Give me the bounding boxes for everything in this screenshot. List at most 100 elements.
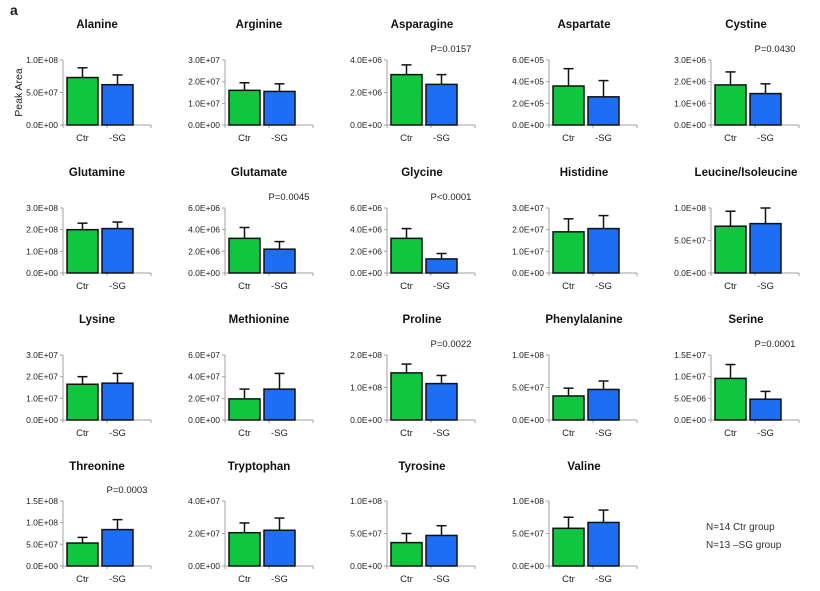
bar-lysine-ctr bbox=[66, 383, 99, 421]
bar-cystine-sgsg bbox=[749, 92, 782, 126]
y-tick-label-arginine: 0.0E+00 bbox=[188, 120, 220, 130]
bar-histidine-sgsg bbox=[587, 227, 620, 274]
x-tick-label-histidine: -SG bbox=[595, 281, 612, 292]
y-tick-label-glutamate: 4.0E+06 bbox=[188, 225, 220, 235]
y-tick-label-glutamate: 0.0E+00 bbox=[188, 268, 220, 278]
p-value-proline: P=0.0022 bbox=[431, 339, 472, 350]
y-tick-label-histidine: 1.0E+07 bbox=[512, 246, 544, 256]
x-tick-label-glycine: -SG bbox=[433, 281, 450, 292]
y-tick-label-alanine: 0.0E+00 bbox=[26, 120, 58, 130]
bar-threonine-ctr bbox=[66, 542, 99, 567]
bar-glutamate-ctr bbox=[228, 237, 261, 274]
x-tick-label-histidine: Ctr bbox=[562, 281, 575, 292]
bar-glycine-sgsg bbox=[425, 258, 458, 274]
chart-title-methionine: Methionine bbox=[229, 314, 290, 326]
bar-valine-sgsg bbox=[587, 521, 620, 567]
x-tick-label-valine: -SG bbox=[595, 574, 612, 585]
x-tick-label-arginine: -SG bbox=[271, 133, 288, 144]
bar-threonine-sgsg bbox=[101, 528, 134, 567]
x-tick-label-cystine: Ctr bbox=[724, 133, 737, 144]
y-tick-label-serine: 5.0E+06 bbox=[674, 393, 706, 403]
y-tick-label-alanine: 5.0E+07 bbox=[26, 88, 58, 98]
y-tick-label-lysine: 0.0E+00 bbox=[26, 415, 58, 425]
x-tick-label-methionine: -SG bbox=[271, 428, 288, 439]
x-tick-label-tyrosine: -SG bbox=[433, 574, 450, 585]
y-tick-label-aspartate: 4.0E+05 bbox=[512, 77, 544, 87]
y-tick-label-serine: 0.0E+00 bbox=[674, 415, 706, 425]
bar-tyrosine-ctr bbox=[390, 541, 423, 567]
x-tick-label-serine: -SG bbox=[757, 428, 774, 439]
bar-tryptophan-ctr bbox=[228, 531, 261, 567]
y-tick-label-threonine: 1.5E+08 bbox=[26, 496, 58, 506]
bar-glutamate-sgsg bbox=[263, 248, 296, 274]
bar-serine-sgsg bbox=[749, 398, 782, 421]
y-tick-label-tyrosine: 1.0E+08 bbox=[350, 496, 382, 506]
chart-title-lysine: Lysine bbox=[79, 314, 115, 326]
p-value-glycine: P<0.0001 bbox=[431, 192, 472, 203]
chart-title-serine: Serine bbox=[728, 314, 763, 326]
y-tick-label-lysine: 2.0E+07 bbox=[26, 372, 58, 382]
x-tick-label-lysine: Ctr bbox=[76, 428, 89, 439]
y-tick-label-tryptophan: 4.0E+07 bbox=[188, 496, 220, 506]
y-tick-label-aspartate: 0.0E+00 bbox=[512, 120, 544, 130]
y-tick-label-serine: 1.0E+07 bbox=[674, 372, 706, 382]
bar-lysine-sgsg bbox=[101, 382, 134, 421]
chart-title-cystine: Cystine bbox=[725, 19, 767, 31]
p-value-serine: P=0.0001 bbox=[755, 339, 796, 350]
y-tick-label-tyrosine: 0.0E+00 bbox=[350, 561, 382, 571]
bar-tyrosine-sgsg bbox=[425, 534, 458, 567]
x-tick-label-glutamine: Ctr bbox=[76, 281, 89, 292]
x-tick-label-asparagine: -SG bbox=[433, 133, 450, 144]
bar-tryptophan-sgsg bbox=[263, 529, 296, 567]
x-tick-label-proline: Ctr bbox=[400, 428, 413, 439]
x-tick-label-leucine-isoleucine: -SG bbox=[757, 281, 774, 292]
x-tick-label-lysine: -SG bbox=[109, 428, 126, 439]
y-tick-label-cystine: 0.0E+00 bbox=[674, 120, 706, 130]
sample-size-note-ctr: N=14 Ctr group bbox=[706, 522, 775, 533]
chart-title-tyrosine: Tyrosine bbox=[398, 461, 445, 473]
y-tick-label-aspartate: 6.0E+05 bbox=[512, 55, 544, 65]
x-tick-label-glutamine: -SG bbox=[109, 281, 126, 292]
y-tick-label-proline: 1.0E+08 bbox=[350, 383, 382, 393]
y-tick-label-cystine: 2.0E+06 bbox=[674, 77, 706, 87]
y-tick-label-glutamine: 3.0E+08 bbox=[26, 203, 58, 213]
x-tick-label-proline: -SG bbox=[433, 428, 450, 439]
y-tick-label-arginine: 3.0E+07 bbox=[188, 55, 220, 65]
y-tick-label-cystine: 3.0E+06 bbox=[674, 55, 706, 65]
y-tick-label-methionine: 6.0E+07 bbox=[188, 350, 220, 360]
x-tick-label-methionine: Ctr bbox=[238, 428, 251, 439]
bar-leucine-isoleucine-ctr bbox=[714, 225, 747, 274]
chart-title-asparagine: Asparagine bbox=[391, 19, 454, 31]
x-tick-label-tyrosine: Ctr bbox=[400, 574, 413, 585]
y-tick-label-glycine: 2.0E+06 bbox=[350, 246, 382, 256]
y-tick-label-threonine: 1.0E+08 bbox=[26, 518, 58, 528]
y-tick-label-asparagine: 0.0E+00 bbox=[350, 120, 382, 130]
y-tick-label-glutamine: 1.0E+08 bbox=[26, 246, 58, 256]
chart-title-glycine: Glycine bbox=[401, 167, 443, 179]
chart-title-valine: Valine bbox=[567, 461, 600, 473]
x-tick-label-cystine: -SG bbox=[757, 133, 774, 144]
x-tick-label-alanine: -SG bbox=[109, 133, 126, 144]
y-axis-label: Peak Area bbox=[13, 68, 25, 117]
panel-letter: a bbox=[10, 2, 18, 18]
x-tick-label-valine: Ctr bbox=[562, 574, 575, 585]
bar-valine-ctr bbox=[552, 527, 585, 567]
y-tick-label-methionine: 0.0E+00 bbox=[188, 415, 220, 425]
y-tick-label-histidine: 3.0E+07 bbox=[512, 203, 544, 213]
chart-title-threonine: Threonine bbox=[69, 461, 125, 473]
bar-leucine-isoleucine-sgsg bbox=[749, 222, 782, 274]
p-value-glutamate: P=0.0045 bbox=[269, 192, 310, 203]
y-tick-label-phenylalanine: 1.0E+08 bbox=[512, 350, 544, 360]
y-tick-label-threonine: 0.0E+00 bbox=[26, 561, 58, 571]
y-tick-label-phenylalanine: 0.0E+00 bbox=[512, 415, 544, 425]
x-tick-label-alanine: Ctr bbox=[76, 133, 89, 144]
bar-cystine-ctr bbox=[714, 84, 747, 126]
x-tick-label-threonine: Ctr bbox=[76, 574, 89, 585]
bar-glycine-ctr bbox=[390, 237, 423, 274]
bar-asparagine-ctr bbox=[390, 73, 423, 126]
bar-alanine-sgsg bbox=[101, 83, 134, 126]
y-tick-label-valine: 5.0E+07 bbox=[512, 529, 544, 539]
x-tick-label-phenylalanine: -SG bbox=[595, 428, 612, 439]
x-tick-label-serine: Ctr bbox=[724, 428, 737, 439]
